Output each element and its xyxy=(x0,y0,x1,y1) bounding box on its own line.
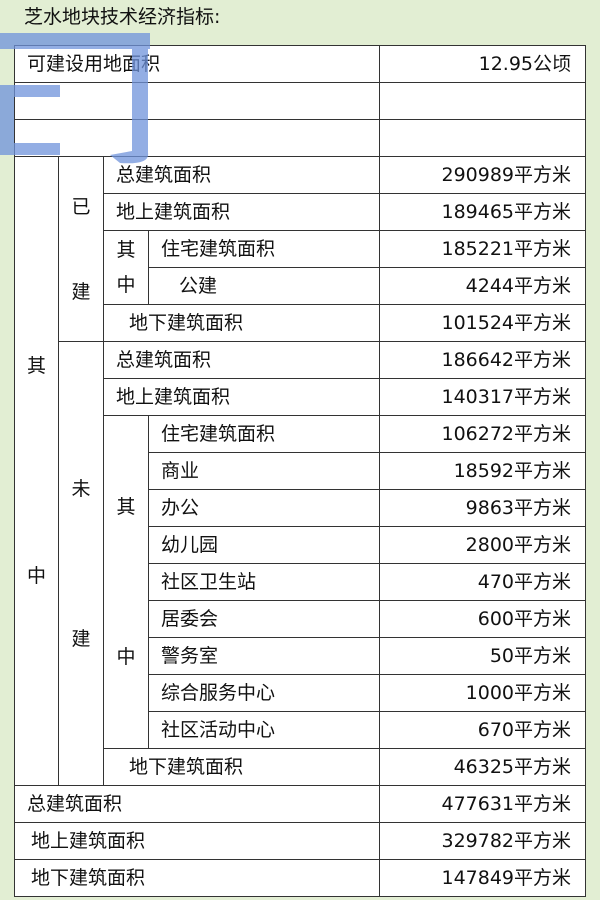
row-label: 居委会 xyxy=(147,600,381,638)
table-row: 地上建筑面积 189465平方米 xyxy=(15,193,587,231)
vertical-label-char: 已 xyxy=(71,195,91,218)
row-label: 住宅建筑面积 xyxy=(147,230,381,268)
row-value: 101524平方米 xyxy=(379,304,587,342)
table-row xyxy=(13,119,587,157)
vertical-label-char: 其 xyxy=(116,496,136,518)
built-sub-label: 其中 xyxy=(105,233,148,303)
table-row: 社区卫生站 470平方米 xyxy=(15,563,587,601)
row-label: 办公 xyxy=(147,489,381,527)
row-value: 147849平方米 xyxy=(379,859,587,897)
row-value: 670平方米 xyxy=(379,711,587,749)
vertical-label-char: 建 xyxy=(71,280,91,303)
row-value: 50平方米 xyxy=(379,637,587,675)
vertical-label-char: 其 xyxy=(26,355,46,377)
built-sub-label-cell: 其中 xyxy=(103,230,149,305)
built-label-cell: 已建 xyxy=(58,156,104,342)
row-value: 329782平方米 xyxy=(379,822,587,860)
table-row: 其中 已建 总建筑面积 290989平方米 xyxy=(14,156,587,786)
vertical-label-char: 未 xyxy=(71,477,91,500)
table-row: 可建设用地面积 12.95公顷 xyxy=(13,45,587,83)
row-value: 1000平方米 xyxy=(379,674,587,712)
unbuilt-sub-label: 其中 xyxy=(105,432,148,732)
row-value: 186642平方米 xyxy=(379,341,587,379)
row-value: 477631平方米 xyxy=(379,785,587,823)
table-row: 地上建筑面积 329782平方米 xyxy=(13,822,587,860)
row-label: 地下建筑面积 xyxy=(102,304,381,342)
table-row: 办公 9863平方米 xyxy=(15,489,587,527)
table-row: 商业 18592平方米 xyxy=(15,452,587,490)
row-value: 189465平方米 xyxy=(379,193,587,231)
group-label: 其中 xyxy=(16,261,58,681)
empty-cell xyxy=(13,119,381,157)
empty-cell xyxy=(379,119,587,157)
page-title: 芝水地块技术经济指标: xyxy=(24,6,221,28)
row-value: 140317平方米 xyxy=(379,378,587,416)
table-row: 警务室 50平方米 xyxy=(15,637,587,675)
indicators-table: 可建设用地面积 12.95公顷 其中 已建 总建筑面积 290989平方米 地上建… xyxy=(13,45,587,897)
row-label: 总建筑面积 xyxy=(102,341,381,379)
row-label: 地上建筑面积 xyxy=(102,193,381,231)
row-value: 600平方米 xyxy=(379,600,587,638)
table-row xyxy=(13,82,587,120)
row-label: 地下建筑面积 xyxy=(13,859,381,897)
vertical-label-char: 中 xyxy=(116,646,136,668)
row-value: 290989平方米 xyxy=(379,156,587,194)
row-label: 警务室 xyxy=(147,637,381,675)
table-row: 地下建筑面积 147849平方米 xyxy=(13,859,587,897)
group-label-cell: 其中 xyxy=(14,156,59,786)
row-value: 106272平方米 xyxy=(379,415,587,453)
row-value: 12.95公顷 xyxy=(379,45,587,83)
row-value: 470平方米 xyxy=(379,563,587,601)
watermark-stroke xyxy=(0,85,14,155)
table-row: 幼儿园 2800平方米 xyxy=(15,526,587,564)
built-label: 已建 xyxy=(60,164,103,334)
row-label: 公建 xyxy=(147,267,381,305)
row-label: 住宅建筑面积 xyxy=(147,415,381,453)
row-label: 总建筑面积 xyxy=(102,156,381,194)
row-value: 9863平方米 xyxy=(379,489,587,527)
table-row: 总建筑面积 477631平方米 xyxy=(13,785,587,823)
row-label: 可建设用地面积 xyxy=(13,45,381,83)
row-label: 社区活动中心 xyxy=(147,711,381,749)
vertical-label-char: 建 xyxy=(71,627,91,650)
table-row: 综合服务中心 1000平方米 xyxy=(15,674,587,712)
row-label: 地上建筑面积 xyxy=(102,378,381,416)
row-label: 地下建筑面积 xyxy=(102,748,381,786)
empty-cell xyxy=(379,82,587,120)
table-row: 未建 总建筑面积 186642平方米 xyxy=(15,341,587,786)
row-label: 综合服务中心 xyxy=(147,674,381,712)
unbuilt-sub-label-cell: 其中 xyxy=(103,415,149,749)
row-label: 商业 xyxy=(147,452,381,490)
unbuilt-label-cell: 未建 xyxy=(58,341,104,786)
table-row: 地上建筑面积 140317平方米 xyxy=(15,378,587,416)
table-row: 公建 4244平方米 xyxy=(15,267,587,305)
row-value: 46325平方米 xyxy=(379,748,587,786)
table-row: 其中 住宅建筑面积 106272平方米 xyxy=(15,415,587,749)
unbuilt-label: 未建 xyxy=(60,414,103,714)
row-value: 185221平方米 xyxy=(379,230,587,268)
table-row: 居委会 600平方米 xyxy=(15,600,587,638)
table-row: 地下建筑面积 46325平方米 xyxy=(15,748,587,786)
row-label: 总建筑面积 xyxy=(13,785,381,823)
row-value: 18592平方米 xyxy=(379,452,587,490)
row-label: 幼儿园 xyxy=(147,526,381,564)
vertical-label-char: 中 xyxy=(26,565,46,587)
vertical-label-char: 中 xyxy=(116,274,136,296)
table-row: 地下建筑面积 101524平方米 xyxy=(15,304,587,342)
row-value: 4244平方米 xyxy=(379,267,587,305)
vertical-label-char: 其 xyxy=(116,239,136,261)
empty-cell xyxy=(13,82,381,120)
row-label: 社区卫生站 xyxy=(147,563,381,601)
row-value: 2800平方米 xyxy=(379,526,587,564)
table-row: 社区活动中心 670平方米 xyxy=(15,711,587,749)
row-label: 地上建筑面积 xyxy=(13,822,381,860)
